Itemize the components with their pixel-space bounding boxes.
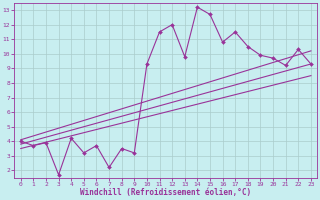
X-axis label: Windchill (Refroidissement éolien,°C): Windchill (Refroidissement éolien,°C): [80, 188, 252, 197]
